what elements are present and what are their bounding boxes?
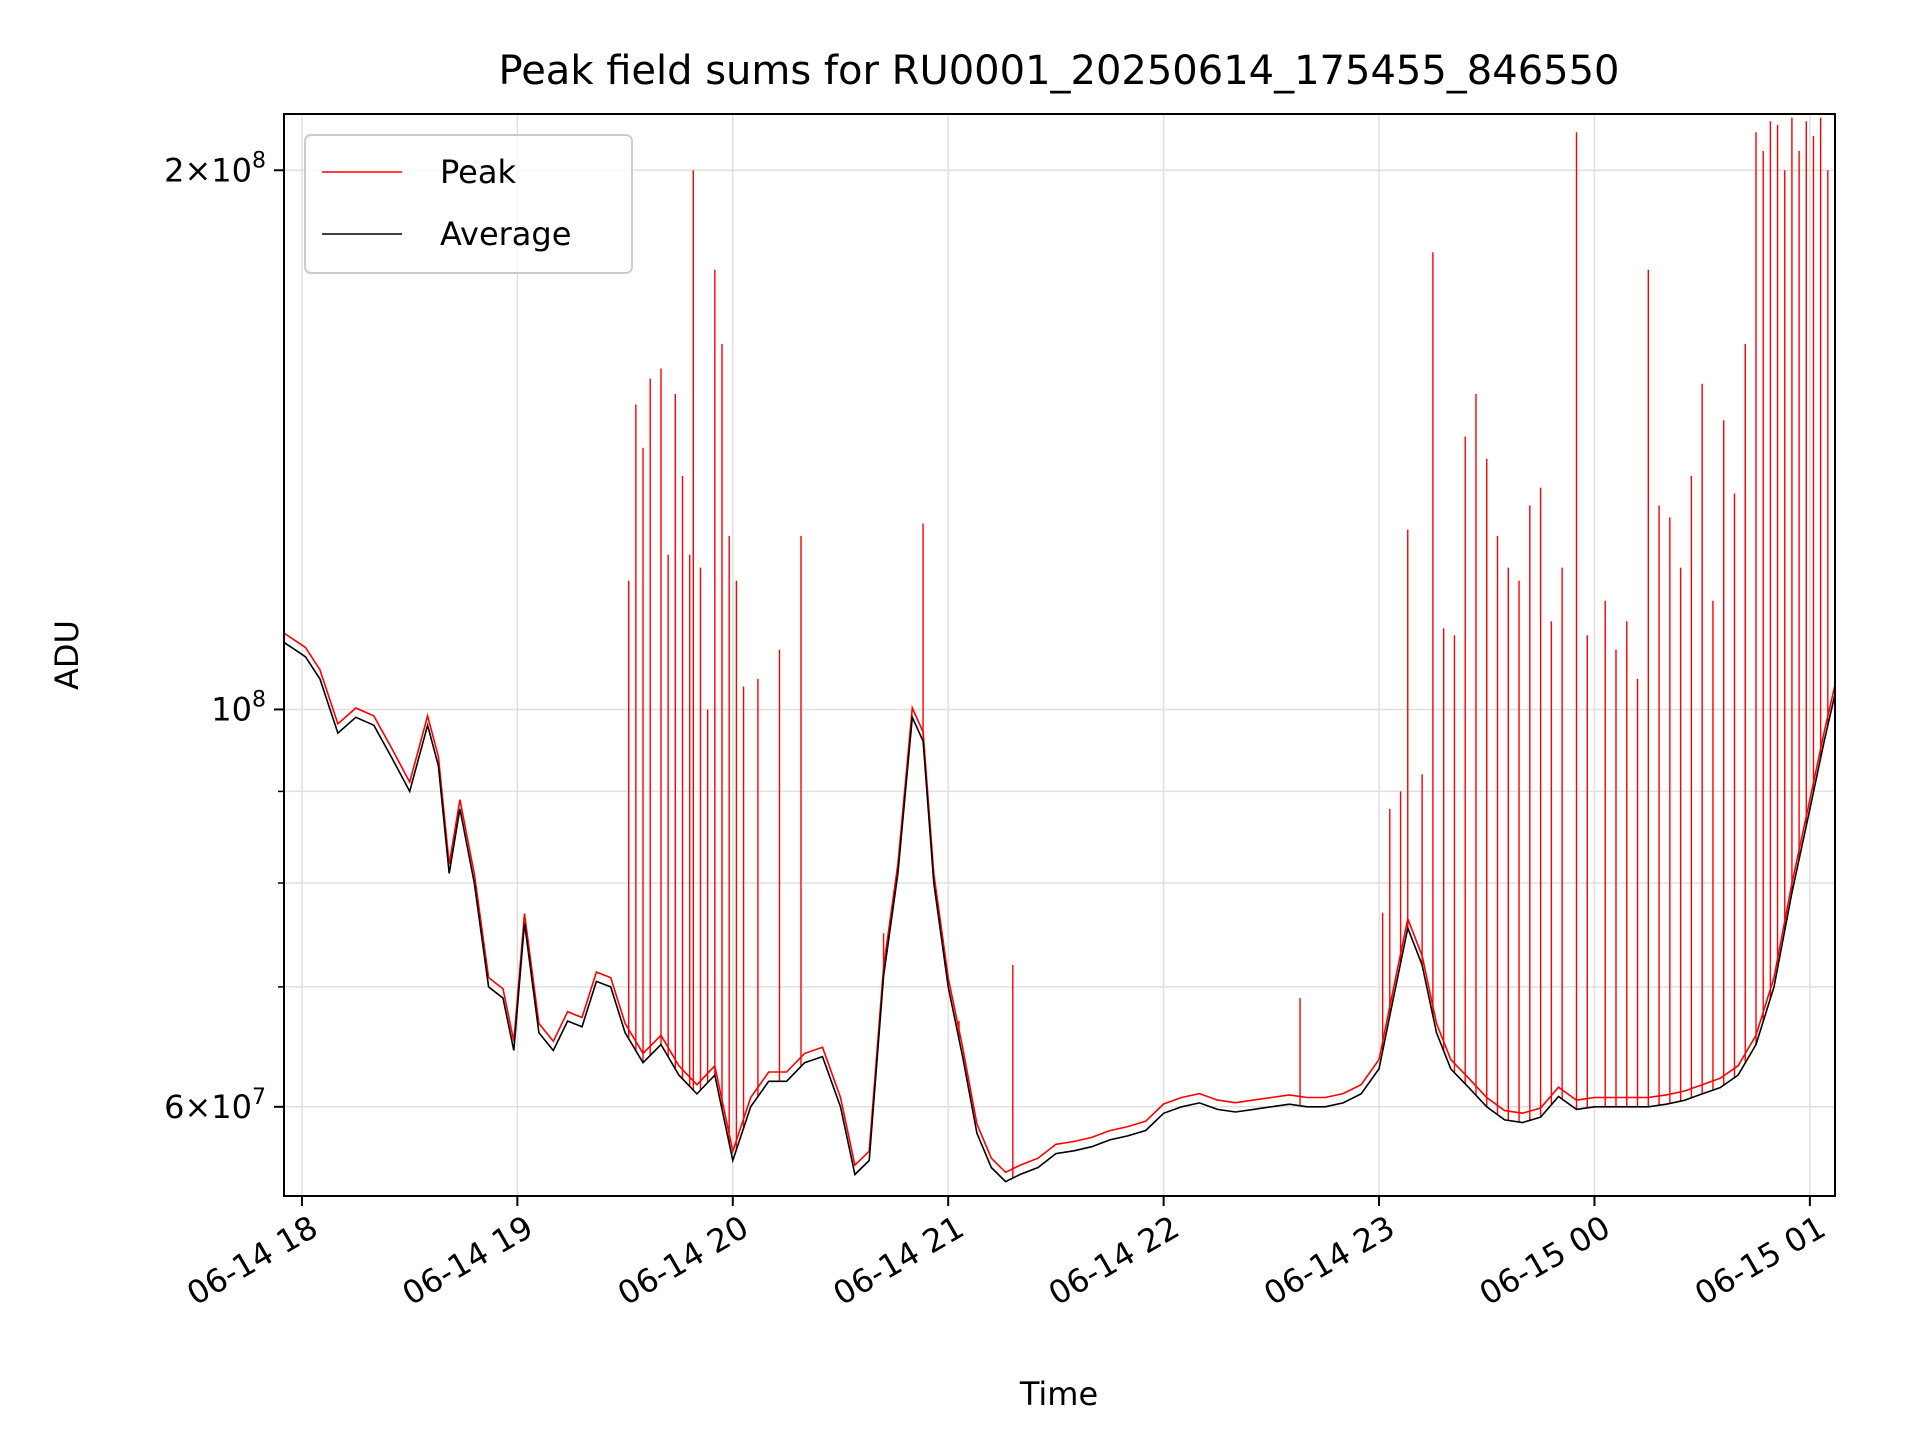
legend-peak-label: Peak	[440, 153, 516, 191]
y-tick-label: 108	[211, 687, 266, 728]
legend-average-label: Average	[440, 215, 571, 253]
y-axis-ticks: 6×107 108 2×108	[164, 148, 284, 1126]
average-series-layer	[283, 641, 1836, 1183]
legend-box	[304, 134, 633, 274]
average-series-line	[283, 641, 1836, 1183]
legend: Peak Average	[304, 134, 633, 274]
y-axis-label: ADU	[48, 620, 86, 690]
y-tick-label: 2×108	[164, 148, 266, 189]
plot-frame	[283, 113, 1836, 1197]
x-axis-label: Time	[1019, 1375, 1098, 1413]
y-tick-label: 6×107	[164, 1085, 266, 1126]
peak-series-layer	[283, 117, 1836, 1179]
chart-title: Peak field sums for RU0001_20250614_1754…	[499, 48, 1620, 94]
